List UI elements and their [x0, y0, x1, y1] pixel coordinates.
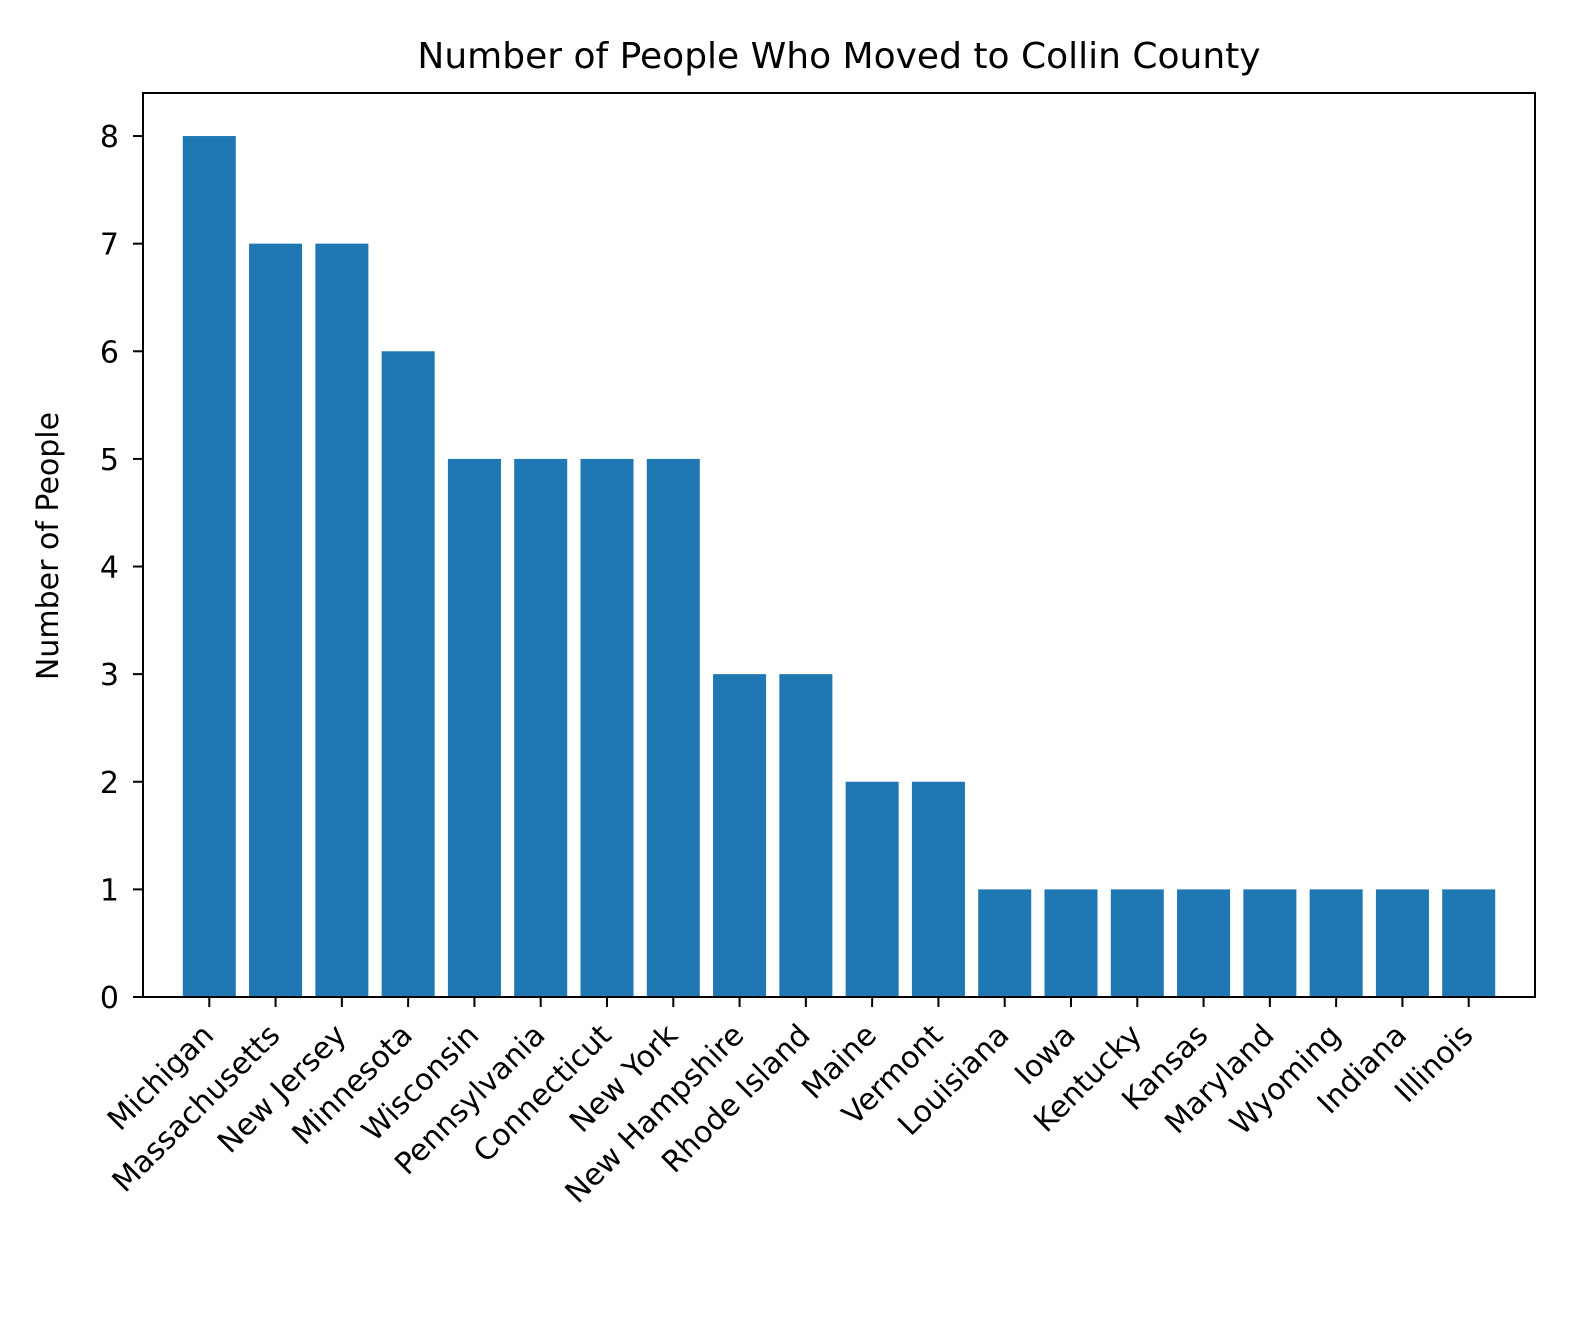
- bar-iowa: [1044, 889, 1098, 997]
- y-tick-label: 4: [100, 551, 119, 586]
- y-axis: 0 1 2 3 4 5 6 7 8: [100, 120, 143, 1016]
- chart-title: Number of People Who Moved to Collin Cou…: [417, 36, 1260, 77]
- y-tick-label: 0: [100, 981, 119, 1016]
- bar-kentucky: [1110, 889, 1164, 997]
- bar-new-jersey: [315, 243, 369, 997]
- bar-maryland: [1243, 889, 1297, 997]
- bar-illinois: [1442, 889, 1496, 997]
- bar-louisiana: [978, 889, 1032, 997]
- bar-vermont: [911, 781, 965, 997]
- bar-maine: [845, 781, 899, 997]
- bar-rhode-island: [779, 674, 833, 997]
- bar-indiana: [1375, 889, 1429, 997]
- bar-wisconsin: [447, 458, 501, 997]
- bars-group: [182, 136, 1496, 998]
- plot-frame: [142, 92, 1536, 998]
- y-tick-label: 3: [100, 658, 119, 693]
- y-tick-label: 8: [100, 120, 119, 155]
- bar-connecticut: [580, 458, 634, 997]
- bar-pennsylvania: [514, 458, 568, 997]
- bar-minnesota: [381, 351, 435, 997]
- y-tick-label: 6: [100, 335, 119, 370]
- y-tick-label: 1: [100, 873, 119, 908]
- y-tick-label: 2: [100, 766, 119, 801]
- bar-kansas: [1177, 889, 1231, 997]
- bar-massachusetts: [249, 243, 303, 997]
- bar-new-hampshire: [713, 674, 767, 997]
- bar-new-york: [646, 458, 700, 997]
- y-tick-label: 7: [100, 228, 119, 263]
- bar-wyoming: [1309, 889, 1363, 997]
- bar-michigan: [182, 136, 236, 998]
- y-axis-title: Number of People: [31, 412, 66, 680]
- y-tick-label: 5: [100, 443, 119, 478]
